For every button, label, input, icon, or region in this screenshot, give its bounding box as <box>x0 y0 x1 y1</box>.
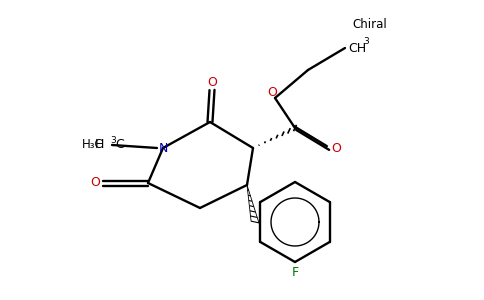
Text: O: O <box>207 76 217 89</box>
Text: O: O <box>331 142 341 154</box>
Text: CH: CH <box>348 41 366 55</box>
Text: F: F <box>291 266 299 278</box>
Text: C: C <box>115 139 124 152</box>
Text: 3: 3 <box>363 37 369 46</box>
Text: 3: 3 <box>110 136 116 145</box>
Text: Chiral: Chiral <box>353 19 387 32</box>
Text: N: N <box>158 142 167 154</box>
Text: O: O <box>267 85 277 98</box>
Text: H: H <box>95 139 104 152</box>
Text: O: O <box>90 176 100 190</box>
Text: H₃C: H₃C <box>82 139 104 152</box>
